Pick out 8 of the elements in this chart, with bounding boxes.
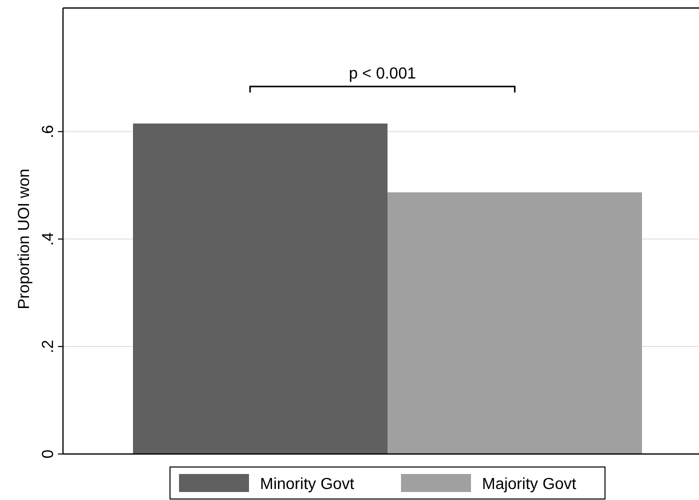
y-axis-title: Proportion UOI won xyxy=(16,168,33,310)
legend-label: Majority Govt xyxy=(482,476,577,493)
y-tick-label: 0 xyxy=(40,449,57,458)
y-tick-label: .2 xyxy=(40,340,57,354)
legend-label: Minority Govt xyxy=(260,476,355,493)
y-tick-label: .4 xyxy=(40,232,57,246)
y-tick-label: .6 xyxy=(40,124,57,138)
annotation: p < 0.001 xyxy=(348,66,416,83)
